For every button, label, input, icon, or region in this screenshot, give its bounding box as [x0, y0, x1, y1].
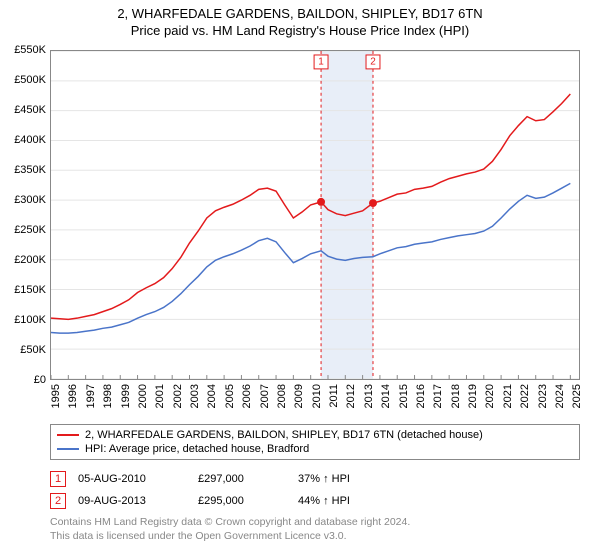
y-axis-label: £0: [34, 374, 46, 386]
chart-subtitle: Price paid vs. HM Land Registry's House …: [0, 23, 600, 38]
x-axis-label: 1995: [50, 384, 62, 408]
event-marker-label: 1: [318, 56, 324, 67]
legend: 2, WHARFEDALE GARDENS, BAILDON, SHIPLEY,…: [50, 424, 580, 460]
title-block: 2, WHARFEDALE GARDENS, BAILDON, SHIPLEY,…: [0, 0, 600, 38]
x-axis-label: 2015: [398, 384, 410, 408]
plot-svg: 12: [50, 50, 580, 380]
sale-price: £295,000: [198, 495, 298, 507]
x-axis-label: 2010: [311, 384, 323, 408]
sale-date: 09-AUG-2013: [78, 495, 198, 507]
event-marker-label: 2: [370, 56, 376, 67]
x-axis-label: 2025: [571, 384, 583, 408]
sale-row: 2 09-AUG-2013£295,00044% ↑ HPI: [50, 490, 580, 512]
sale-row: 1 05-AUG-2010£297,00037% ↑ HPI: [50, 468, 580, 490]
chart-title: 2, WHARFEDALE GARDENS, BAILDON, SHIPLEY,…: [0, 6, 600, 21]
x-axis-label: 2007: [259, 384, 271, 408]
x-axis-label: 2006: [241, 384, 253, 408]
x-axis-label: 2022: [519, 384, 531, 408]
x-axis-label: 2003: [189, 384, 201, 408]
sale-diff: 44% ↑ HPI: [298, 495, 438, 507]
x-axis-label: 2001: [154, 384, 166, 408]
sale-diff: 37% ↑ HPI: [298, 473, 438, 485]
data-point: [317, 198, 325, 206]
legend-item: HPI: Average price, detached house, Brad…: [57, 443, 573, 455]
y-axis-label: £350K: [14, 164, 46, 176]
data-point: [369, 199, 377, 207]
legend-label: HPI: Average price, detached house, Brad…: [85, 443, 309, 455]
x-axis-label: 2002: [172, 384, 184, 408]
y-axis-label: £50K: [20, 344, 46, 356]
x-axis-label: 2024: [554, 384, 566, 408]
x-axis-label: 2004: [206, 384, 218, 408]
x-axis-label: 2005: [224, 384, 236, 408]
x-axis-label: 2014: [380, 384, 392, 408]
sale-marker: 1: [50, 471, 66, 487]
footer-line2: This data is licensed under the Open Gov…: [50, 530, 580, 544]
x-axis-label: 2008: [276, 384, 288, 408]
x-axis-label: 1999: [120, 384, 132, 408]
legend-label: 2, WHARFEDALE GARDENS, BAILDON, SHIPLEY,…: [85, 429, 483, 441]
x-axis-label: 2009: [293, 384, 305, 408]
footer-line1: Contains HM Land Registry data © Crown c…: [50, 516, 580, 530]
x-axis-label: 2012: [345, 384, 357, 408]
sales-table: 1 05-AUG-2010£297,00037% ↑ HPI 2 09-AUG-201…: [50, 468, 580, 512]
x-axis-label: 2016: [415, 384, 427, 408]
x-axis-label: 2011: [328, 384, 340, 408]
legend-swatch: [57, 434, 79, 436]
y-axis-label: £200K: [14, 254, 46, 266]
x-axis-label: 2013: [363, 384, 375, 408]
x-axis-label: 2000: [137, 384, 149, 408]
series-property: [51, 94, 570, 319]
x-axis-label: 1996: [67, 384, 79, 408]
sale-price: £297,000: [198, 473, 298, 485]
y-axis-label: £100K: [14, 314, 46, 326]
y-axis-label: £150K: [14, 284, 46, 296]
x-axis-label: 2021: [502, 384, 514, 408]
y-axis-label: £550K: [14, 44, 46, 56]
x-axis-label: 1998: [102, 384, 114, 408]
y-axis-label: £500K: [14, 74, 46, 86]
y-axis-label: £250K: [14, 224, 46, 236]
chart-area: 12 £0£50K£100K£150K£200K£250K£300K£350K£…: [50, 50, 580, 380]
legend-swatch: [57, 448, 79, 450]
x-axis-label: 2017: [432, 384, 444, 408]
x-axis-label: 2019: [467, 384, 479, 408]
y-axis-label: £400K: [14, 134, 46, 146]
sale-marker: 2: [50, 493, 66, 509]
sale-date: 05-AUG-2010: [78, 473, 198, 485]
x-axis-label: 2023: [537, 384, 549, 408]
y-axis-label: £300K: [14, 194, 46, 206]
x-axis-label: 2018: [450, 384, 462, 408]
x-axis-label: 2020: [484, 384, 496, 408]
x-axis-label: 1997: [85, 384, 97, 408]
legend-item: 2, WHARFEDALE GARDENS, BAILDON, SHIPLEY,…: [57, 429, 573, 441]
y-axis-label: £450K: [14, 104, 46, 116]
footer: Contains HM Land Registry data © Crown c…: [50, 516, 580, 543]
